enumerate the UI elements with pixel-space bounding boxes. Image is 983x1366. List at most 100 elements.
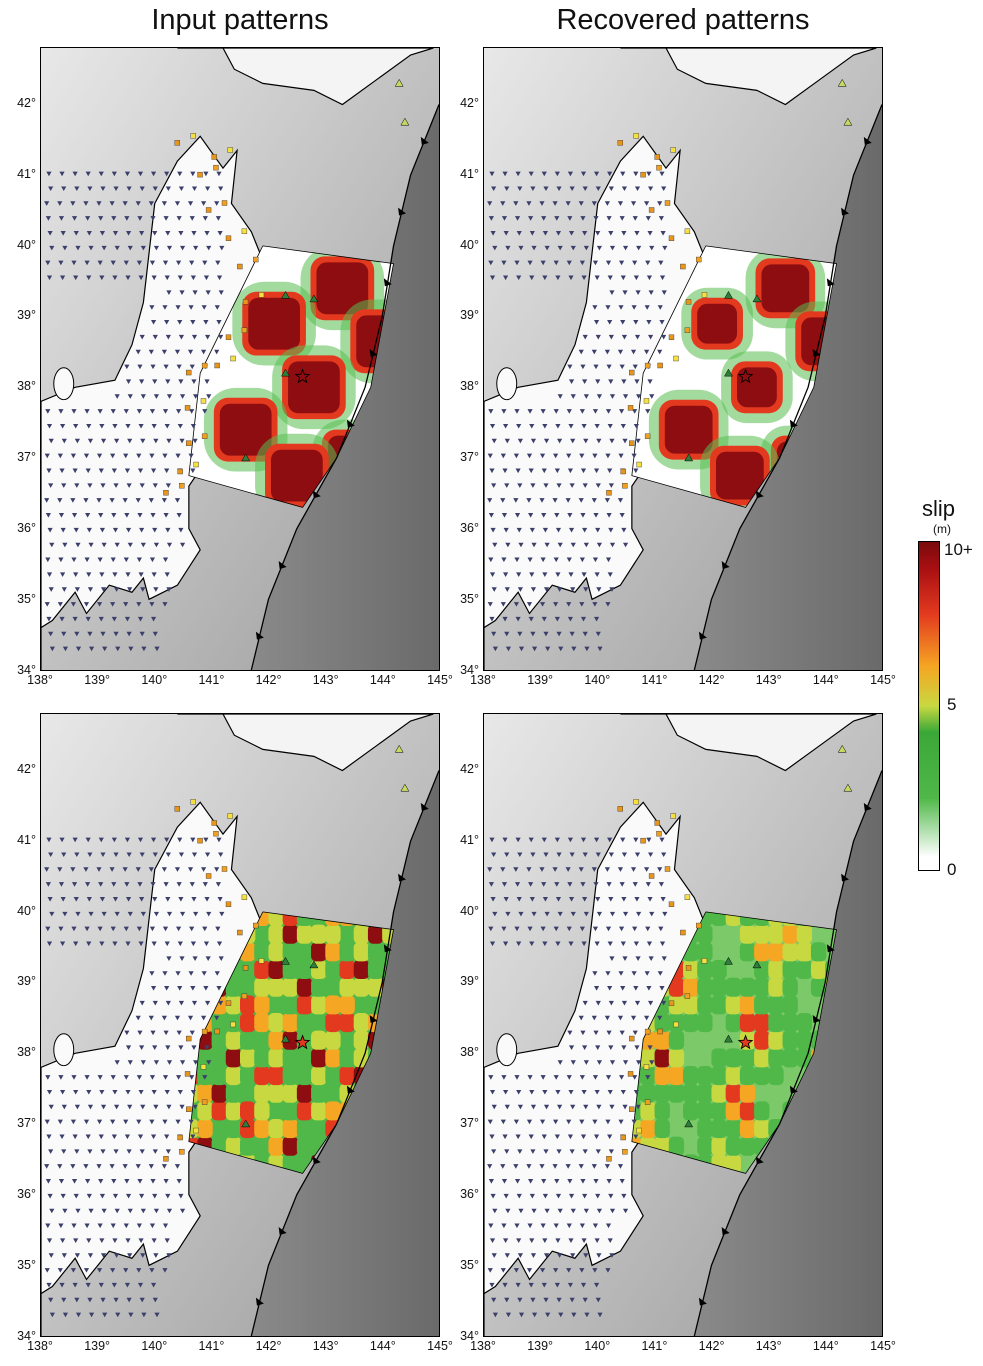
gps-stations — [44, 837, 225, 1318]
latitude-tick-label: 34° — [17, 663, 36, 677]
map-panel-recovered-checker-small — [483, 713, 883, 1337]
longitude-tick-label: 140° — [584, 1339, 611, 1353]
latitude-tick-label: 39° — [17, 308, 36, 323]
latitude-tick-label: 40° — [460, 903, 479, 918]
longitude-tick-label: 142° — [255, 673, 282, 687]
map-svg-recovered-checker-small — [484, 714, 882, 1336]
longitude-tick-label: 143° — [312, 673, 339, 687]
longitude-tick-label: 140° — [584, 673, 611, 687]
latitude-tick-label: 42° — [460, 95, 479, 110]
longitude-tick-label: 141° — [641, 673, 668, 687]
tide-gauge-stations — [163, 133, 265, 496]
latitude-tick-label: 42° — [17, 761, 36, 776]
pacific-deep-ocean — [694, 714, 882, 1336]
colorbar-unit: (m) — [933, 522, 951, 536]
map-svg-input-checker-small — [41, 714, 439, 1336]
latitude-tick-label: 35° — [460, 1258, 479, 1273]
latitude-tick-label: 37° — [460, 1116, 479, 1131]
latitude-tick-label: 39° — [460, 308, 479, 323]
latitude-tick-label: 38° — [17, 1045, 36, 1060]
latitude-tick-label: 37° — [460, 450, 479, 465]
pacific-deep-ocean — [251, 48, 439, 670]
sado-island — [496, 367, 518, 401]
longitude-tick-label: 140° — [141, 673, 168, 687]
latitude-tick-label: 38° — [460, 379, 479, 394]
colorbar-label-min: 0 — [947, 860, 957, 879]
map-svg-recovered-checker-large — [484, 48, 882, 670]
longitude-tick-label: 143° — [755, 673, 782, 687]
japan-trench-line — [693, 104, 882, 670]
ocean-bottom-stations — [241, 78, 410, 462]
slip-colorbar — [918, 541, 940, 871]
longitude-tick-label: 141° — [641, 1339, 668, 1353]
latitude-tick-label: 41° — [17, 832, 36, 847]
title-input-patterns: Input patterns — [151, 4, 329, 36]
ocean-bottom-stations — [684, 78, 853, 462]
latitude-tick-label: 34° — [17, 1329, 36, 1343]
latitude-tick-label: 35° — [17, 592, 36, 607]
latitude-tick-label: 34° — [460, 1329, 479, 1343]
longitude-tick-label: 142° — [698, 1339, 725, 1353]
japan-trench-line — [250, 104, 439, 670]
map-svg-input-checker-large — [41, 48, 439, 670]
longitude-tick-label: 144° — [812, 673, 839, 687]
longitude-tick-label: 139° — [84, 1339, 111, 1353]
tide-gauge-stations — [606, 133, 708, 496]
hokkaido-land — [620, 48, 877, 106]
latitude-tick-label: 39° — [17, 974, 36, 989]
longitude-tick-label: 142° — [255, 1339, 282, 1353]
sado-island — [53, 367, 75, 401]
tide-gauge-stations — [606, 799, 708, 1162]
japan-trench-line — [693, 770, 882, 1336]
hokkaido-land — [177, 714, 434, 772]
longitude-tick-label: 138° — [27, 1339, 53, 1353]
colorbar-title: slip — [922, 496, 956, 521]
title-recovered-patterns: Recovered patterns — [556, 4, 810, 36]
sado-island — [496, 1033, 518, 1067]
latitude-tick-label: 42° — [460, 761, 479, 776]
latitude-tick-label: 42° — [17, 95, 36, 110]
epicenter-star — [294, 1034, 311, 1050]
gps-stations — [487, 837, 668, 1318]
latitude-tick-label: 40° — [17, 237, 36, 252]
hokkaido-land — [620, 714, 877, 772]
latitude-tick-label: 40° — [17, 903, 36, 918]
longitude-tick-label: 139° — [527, 1339, 554, 1353]
longitude-tick-label: 138° — [470, 673, 496, 687]
longitude-tick-label: 144° — [369, 1339, 396, 1353]
ocean-bottom-stations — [684, 744, 853, 1128]
longitude-tick-label: 145° — [427, 673, 453, 687]
pacific-deep-ocean — [694, 48, 882, 670]
longitude-tick-label: 144° — [369, 673, 396, 687]
latitude-tick-label: 36° — [460, 1187, 479, 1202]
latitude-tick-label: 38° — [17, 379, 36, 394]
longitude-tick-label: 138° — [470, 1339, 496, 1353]
latitude-tick-label: 36° — [17, 1187, 36, 1202]
latitude-tick-label: 40° — [460, 237, 479, 252]
ocean-bottom-stations — [241, 744, 410, 1128]
latitude-tick-label: 34° — [460, 663, 479, 677]
pacific-deep-ocean — [251, 714, 439, 1336]
map-panel-input-checker-large — [40, 47, 440, 671]
longitude-tick-label: 145° — [870, 1339, 896, 1353]
latitude-tick-label: 36° — [460, 521, 479, 536]
longitude-tick-label: 139° — [527, 673, 554, 687]
gps-stations — [487, 171, 668, 652]
map-panel-input-checker-small — [40, 713, 440, 1337]
latitude-tick-label: 37° — [17, 1116, 36, 1131]
longitude-tick-label: 145° — [427, 1339, 453, 1353]
map-panel-recovered-checker-large — [483, 47, 883, 671]
longitude-tick-label: 139° — [84, 673, 111, 687]
latitude-tick-label: 41° — [17, 166, 36, 181]
longitude-tick-label: 144° — [812, 1339, 839, 1353]
epicenter-star — [294, 368, 311, 384]
longitude-tick-label: 141° — [198, 1339, 225, 1353]
latitude-tick-label: 35° — [17, 1258, 36, 1273]
latitude-tick-label: 35° — [460, 592, 479, 607]
colorbar-label-mid: 5 — [947, 695, 957, 714]
latitude-tick-label: 39° — [460, 974, 479, 989]
gps-stations — [44, 171, 225, 652]
latitude-tick-label: 36° — [17, 521, 36, 536]
latitude-tick-label: 41° — [460, 166, 479, 181]
hokkaido-land — [177, 48, 434, 106]
